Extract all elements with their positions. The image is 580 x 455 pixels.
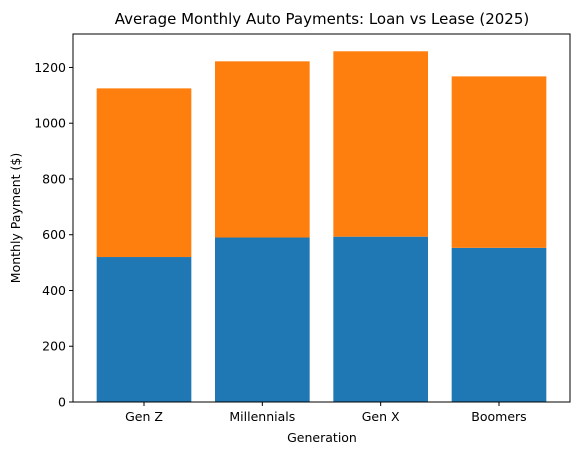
y-axis-label: Monthly Payment ($) bbox=[8, 153, 23, 283]
x-axis: Gen Z Millennials Gen X Boomers bbox=[125, 402, 527, 424]
bar-series2-gen-x bbox=[333, 51, 428, 237]
y-axis: 0 200 400 600 800 1000 1200 bbox=[34, 60, 73, 410]
x-tick-label: Gen X bbox=[362, 409, 400, 424]
bar-series2-boomers bbox=[451, 76, 547, 248]
x-tick-label: Gen Z bbox=[125, 409, 163, 424]
bar-series1-gen-x bbox=[333, 236, 428, 402]
y-tick-label: 200 bbox=[42, 339, 66, 354]
bar-series2-gen-z bbox=[96, 88, 192, 258]
y-tick-label: 400 bbox=[42, 283, 66, 298]
x-tick-label: Millennials bbox=[229, 409, 295, 424]
x-tick-label: Boomers bbox=[471, 409, 526, 424]
bar-series1-gen-z bbox=[96, 257, 192, 402]
bars bbox=[96, 51, 547, 402]
bar-series2-millennials bbox=[215, 61, 310, 238]
bar-series1-boomers bbox=[451, 247, 547, 402]
y-tick-label: 0 bbox=[58, 395, 66, 410]
y-tick-label: 1000 bbox=[34, 116, 66, 131]
chart-title: Average Monthly Auto Payments: Loan vs L… bbox=[115, 10, 530, 28]
y-tick-label: 600 bbox=[42, 227, 66, 242]
x-axis-label: Generation bbox=[287, 430, 357, 445]
plot-frame bbox=[72, 33, 571, 403]
y-tick-label: 1200 bbox=[34, 60, 66, 75]
bar-series1-millennials bbox=[215, 237, 310, 402]
y-tick-label: 800 bbox=[42, 171, 66, 186]
